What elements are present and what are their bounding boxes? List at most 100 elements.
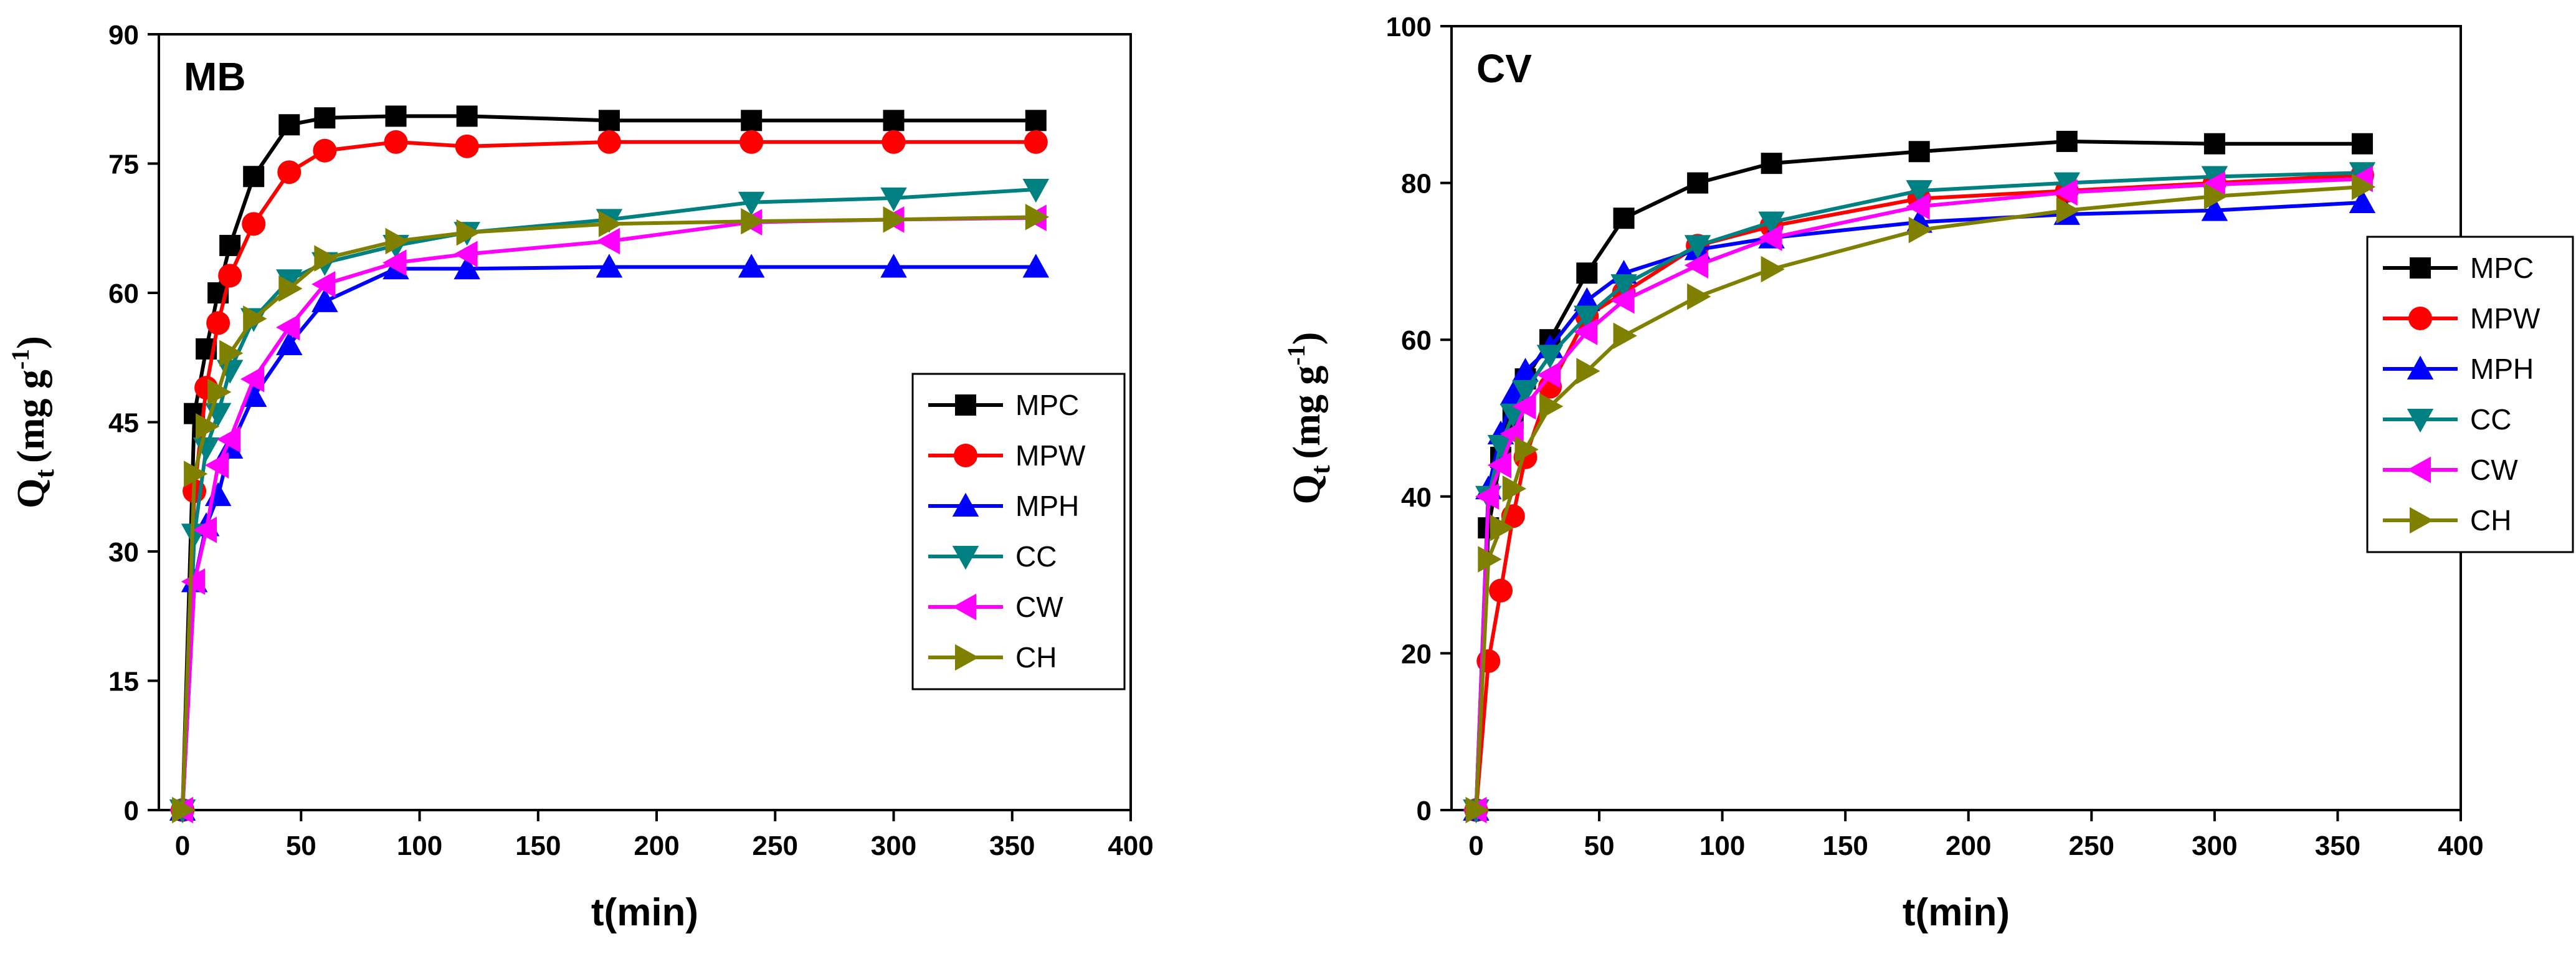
chart-cv-series-cc-point bbox=[1536, 345, 1564, 369]
chart-mb-series-ch bbox=[172, 204, 1050, 824]
chart-mb-series-cc-line bbox=[181, 188, 1036, 811]
chart-cv-series-cc-point bbox=[1512, 379, 1539, 404]
chart-cv-y-tick-label: 0 bbox=[1417, 796, 1432, 826]
chart-mb-series-mph-point bbox=[276, 331, 303, 355]
chart-cv-legend-marker-cc bbox=[2407, 409, 2434, 433]
chart-mb-x-tick-label: 300 bbox=[871, 831, 916, 861]
chart-mb-series-cw-point bbox=[192, 517, 217, 543]
chart-mb-x-tick-label: 250 bbox=[753, 831, 798, 861]
chart-cv-series-ch-point bbox=[1613, 322, 1637, 350]
chart-mb-series-mpw-point bbox=[597, 130, 621, 154]
chart-cv-y-axis-title-main: Q bbox=[1286, 474, 1328, 504]
chart-mb-series-ch-point bbox=[598, 211, 623, 237]
chart-mb-series-ch-point bbox=[883, 206, 907, 233]
chart-cv-series-ch-point bbox=[1502, 475, 1527, 502]
chart-cv-legend: MPC MPW MPH CC CW CH bbox=[2366, 236, 2574, 553]
chart-cv-series-ch-point bbox=[1465, 796, 1490, 824]
chart-cv-series-mph-point bbox=[1574, 287, 1600, 312]
chart-cv-x-tick-label: 300 bbox=[2192, 831, 2237, 861]
chart-mb-series-ch-point bbox=[385, 227, 409, 255]
chart-cv-series-ch-point bbox=[2203, 183, 2228, 210]
chart-mb-legend: MPC MPW MPH CC CW CH bbox=[911, 373, 1126, 690]
chart-cv-series-cw-point bbox=[2201, 171, 2225, 198]
chart-cv-series-mpc-point bbox=[2056, 130, 2078, 152]
chart-cv-series-cw-point bbox=[1487, 452, 1512, 479]
chart-mb-y-tick-label: 45 bbox=[108, 408, 139, 439]
chart-mb-series-mpw-point bbox=[739, 130, 764, 154]
chart-mb-series-cw-point bbox=[204, 452, 229, 479]
chart-mb-x-tick-label: 50 bbox=[286, 831, 316, 861]
chart-mb-series-ch-point bbox=[172, 796, 196, 824]
chart-mb-series-mpc-point bbox=[219, 234, 241, 256]
chart-cv-series-ch-point bbox=[1908, 216, 1932, 244]
chart-cv-legend-marker-ch bbox=[2410, 507, 2434, 534]
chart-cv-series-cw-point bbox=[1512, 393, 1536, 420]
chart-mb-y-tick-label: 30 bbox=[108, 537, 139, 568]
chart-mb-series-mpw-point bbox=[218, 264, 242, 288]
chart-mb-series-cw-point bbox=[383, 249, 407, 276]
chart-mb-series-mph-point bbox=[738, 254, 765, 278]
chart-mb-x-tick-label: 150 bbox=[515, 831, 561, 861]
chart-mb-x-tick-label: 200 bbox=[634, 831, 679, 861]
chart-cv-series-cw-point bbox=[2053, 179, 2078, 206]
chart-cv-x-axis-title: t(min) bbox=[1903, 891, 2010, 934]
chart-cv-series-cw-point bbox=[1574, 318, 1598, 345]
chart-mb-legend-box bbox=[911, 373, 1126, 690]
chart-mb-legend-label-mpw: MPW bbox=[1015, 439, 1086, 472]
chart-mb-x-tick-label: 400 bbox=[1108, 831, 1153, 861]
chart-cv-x-tick-label: 250 bbox=[2069, 831, 2114, 861]
chart-cv-x-tick-label: 150 bbox=[1822, 831, 1868, 861]
chart-mb-series-mpw-point bbox=[1024, 130, 1048, 154]
chart-mb-series-mpc-point bbox=[456, 105, 478, 127]
chart-mb-series-mpw-point bbox=[455, 134, 479, 158]
chart-mb-series-cc-point bbox=[192, 437, 220, 462]
chart-mb-series-ch-point bbox=[278, 275, 303, 302]
chart-mb-series-mph-point bbox=[204, 482, 232, 507]
chart-cv-legend-label-ch: CH bbox=[2470, 504, 2511, 537]
chart-cv-series-cc-point bbox=[1758, 211, 1785, 236]
chart-mb-series-ch-point bbox=[314, 245, 338, 272]
chart-mb-legend-marker-cw bbox=[952, 593, 976, 621]
chart-mb-series-mph-point bbox=[596, 254, 623, 278]
chart-mb-y-tick-label: 15 bbox=[108, 667, 139, 697]
chart-cv-series-ch-point bbox=[1761, 255, 1785, 283]
chart-mb-series-cw-point bbox=[596, 227, 620, 255]
chart-cv-x-tick-label: 400 bbox=[2438, 831, 2483, 861]
chart-mb-series-mpw-point bbox=[384, 130, 408, 154]
chart-cv-series-mph-point bbox=[1512, 358, 1539, 382]
chart-cv-series-mph-point bbox=[2349, 189, 2376, 214]
chart-mb-y-axis-title: Qt (mg g-1) bbox=[6, 336, 60, 508]
chart-mb-series-cc-point bbox=[880, 187, 907, 212]
chart-cv-series-cc-point bbox=[1610, 274, 1637, 298]
chart-mb-y-tick-label: 60 bbox=[108, 279, 139, 309]
chart-cv-series-cc-line bbox=[1474, 171, 2363, 811]
chart-mb-series-mpw-point bbox=[242, 212, 266, 236]
chart-cv-series-cw bbox=[1463, 166, 2373, 824]
chart-cv-legend-marker-mph bbox=[2407, 355, 2434, 379]
chart-cv-x-tick-label: 100 bbox=[1699, 831, 1745, 861]
chart-cv-series-ch-point bbox=[2351, 173, 2376, 201]
chart-mb-panel: 0 50 100 150 200 250 300 350 400 0 15 30 45 60 75 90 MB t… bbox=[6, 20, 1154, 934]
chart-cv-series-mpc-line bbox=[1474, 139, 2362, 811]
chart-mb-legend-label-cw: CW bbox=[1015, 591, 1063, 623]
chart-cv-series-ch-point bbox=[1490, 514, 1514, 542]
chart-mb-series-cc-point bbox=[216, 360, 244, 384]
chart-mb-x-tick-label: 0 bbox=[175, 831, 190, 861]
chart-cv-series-mpc-point bbox=[1613, 208, 1635, 229]
chart-cv-series-mpc-point bbox=[2351, 133, 2373, 155]
chart-mb-y-tick-label: 75 bbox=[108, 150, 139, 180]
chart-mb-legend-marker-cc bbox=[952, 546, 979, 570]
chart-mb-series-cw-point bbox=[181, 568, 206, 595]
chart-mb-y-tick-label: 90 bbox=[108, 20, 139, 50]
chart-cv-series-mpc-point bbox=[1908, 141, 1930, 163]
chart-cv-y-axis-title-close: ) bbox=[1286, 332, 1328, 345]
chart-cv-series-cw-line bbox=[1474, 177, 2363, 811]
chart-mb-series-mpw-point bbox=[277, 160, 302, 184]
chart-cv-series-cw-point bbox=[1610, 287, 1635, 314]
chart-mb-series-mph-point bbox=[454, 255, 480, 280]
chart-mb-series-ch-line bbox=[181, 215, 1036, 811]
chart-mb-series-mpc-point bbox=[385, 105, 407, 127]
chart-cv-legend-marker-cw bbox=[2407, 456, 2431, 484]
chart-mb-series-ch-point bbox=[207, 378, 232, 406]
chart-cv-y-tick-label: 100 bbox=[1386, 12, 1432, 42]
